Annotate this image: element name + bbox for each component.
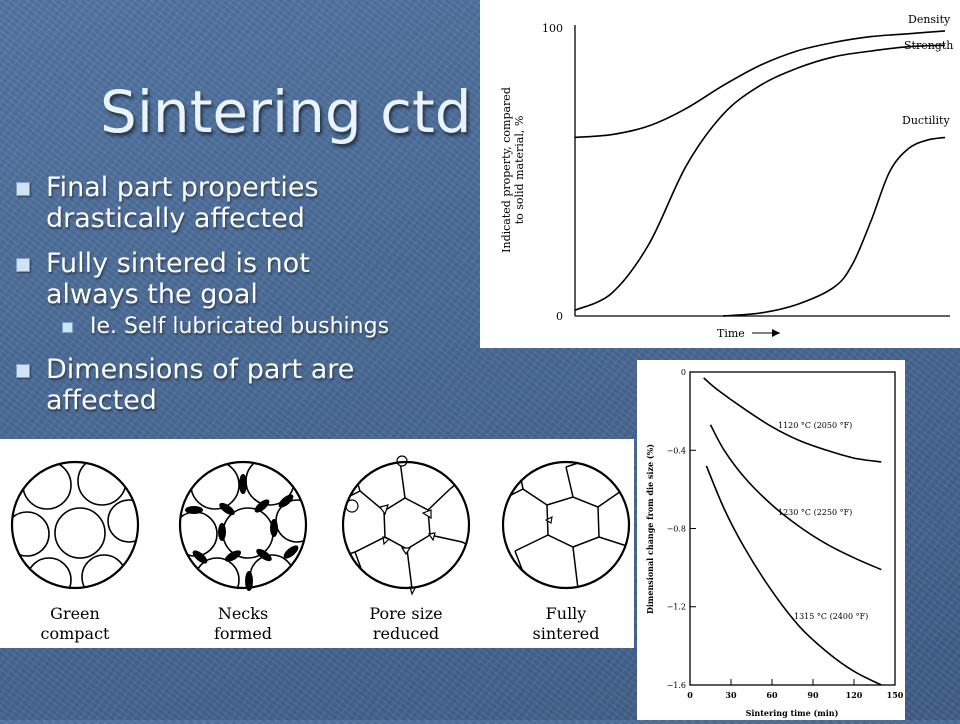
stage-caption-line: compact xyxy=(41,624,111,643)
property-chart-panel: 100 0 Indicated property, compared to so… xyxy=(480,0,960,348)
sub-bullet-text: Ie. Self lubricated bushings xyxy=(90,314,390,339)
y-axis-label-line: Indicated property, compared xyxy=(500,87,513,253)
bullet-line: always the goal xyxy=(46,279,258,310)
stage-caption-line: Fully xyxy=(546,604,587,623)
y-tick-label: 100 xyxy=(542,22,563,35)
sintering-stages-panel: Green compact Necks formed Pore size red… xyxy=(0,439,634,648)
curve-1230c xyxy=(709,424,882,571)
square-bullet-icon xyxy=(16,258,30,272)
stage-caption-line: Necks xyxy=(218,604,268,623)
square-bullet-icon xyxy=(62,322,73,333)
bullet-final-properties: Final part properties drastically affect… xyxy=(16,172,476,234)
x-axis-label: Sintering time (min) xyxy=(746,708,839,718)
bullet-line: drastically affected xyxy=(46,203,305,234)
y-tick-label: −0.4 xyxy=(667,446,686,455)
series-label-strength: Strength xyxy=(904,39,953,52)
dimension-chart: 0−0.4−0.8−1.2−1.60 30 60 90 120 150 Dimension… xyxy=(645,368,904,718)
x-tick-label: 150 xyxy=(887,690,904,700)
green-compact-diagram xyxy=(10,460,140,590)
curve-1315c xyxy=(705,465,882,686)
bullet-line: Final part properties xyxy=(46,172,319,203)
bullet-line: Fully sintered is not xyxy=(46,248,310,279)
y-tick-label: −1.6 xyxy=(667,681,686,690)
y-tick-label: −1.2 xyxy=(667,603,686,612)
property-chart: 100 0 Indicated property, compared to so… xyxy=(500,13,953,340)
x-tick-label: 90 xyxy=(807,690,819,700)
stage-caption-line: Green xyxy=(50,604,100,623)
square-bullet-icon xyxy=(16,182,30,196)
dimension-chart-panel: 0 −0.4 −0.8 −1.2 −1.6 0 30 60 90 120 150 Dimension… xyxy=(637,360,905,720)
stage-caption-line: Pore size xyxy=(369,604,442,623)
y-axis-label: Dimensional change from die size (%) xyxy=(645,444,655,614)
pore-size-reduced-diagram xyxy=(341,455,471,596)
x-axis-label: Time xyxy=(717,327,745,340)
x-tick-label: 120 xyxy=(846,690,863,700)
strength-curve xyxy=(574,44,946,311)
sintering-stages-diagram: Green compact Necks formed Pore size red… xyxy=(10,455,631,643)
x-axis-arrow xyxy=(752,329,780,337)
plot-frame xyxy=(689,371,896,686)
bullet-fully-sintered: Fully sintered is not always the goal xyxy=(16,248,476,310)
stage-captions: Green compact Necks formed Pore size red… xyxy=(41,604,600,643)
y-axis-label-line: to solid material, % xyxy=(513,116,526,225)
square-bullet-icon xyxy=(16,364,30,378)
series-label-density: Density xyxy=(908,13,951,26)
curve-1120c xyxy=(703,377,882,463)
x-tick-label: 60 xyxy=(766,690,778,700)
y-axis-label: Indicated property, compared to solid ma… xyxy=(500,87,526,253)
series-label-1230: 1230 °C (2250 °F) xyxy=(778,508,852,517)
y-tick-label: 0 xyxy=(556,310,563,323)
series-lines xyxy=(574,30,946,317)
y-axis-label-text: Dimensional change from die size (%) xyxy=(645,444,655,614)
series-lines xyxy=(703,377,882,686)
bullet-list: Final part properties drastically affect… xyxy=(16,172,476,430)
slide-title: Sintering ctd xyxy=(100,78,472,146)
bullet-line: affected xyxy=(46,385,157,416)
x-tick-label: 0 xyxy=(687,690,693,700)
arrow-head xyxy=(772,329,780,337)
stage-caption-line: sintered xyxy=(533,624,600,643)
axis-ticks: 0−0.4−0.8−1.2−1.60 30 60 90 120 150 xyxy=(667,368,904,700)
density-curve xyxy=(574,30,946,139)
bullet-dimensions: Dimensions of part are affected xyxy=(16,354,476,416)
fully-sintered-diagram xyxy=(501,460,631,590)
bullet-line: Dimensions of part are xyxy=(46,354,355,385)
y-tick-label: 0 xyxy=(681,368,686,377)
series-label-ductility: Ductility xyxy=(902,114,950,127)
ductility-curve xyxy=(722,136,946,317)
stage-caption-line: reduced xyxy=(373,624,439,643)
necks-formed-diagram xyxy=(178,460,308,591)
sub-bullet-bushings: Ie. Self lubricated bushings xyxy=(16,314,476,340)
series-label-1120: 1120 °C (2050 °F) xyxy=(778,421,852,430)
series-label-1315: 1315 °C (2400 °F) xyxy=(794,612,868,621)
y-tick-label: −0.8 xyxy=(667,525,686,534)
stage-caption-line: formed xyxy=(214,624,272,643)
x-tick-label: 30 xyxy=(725,690,737,700)
